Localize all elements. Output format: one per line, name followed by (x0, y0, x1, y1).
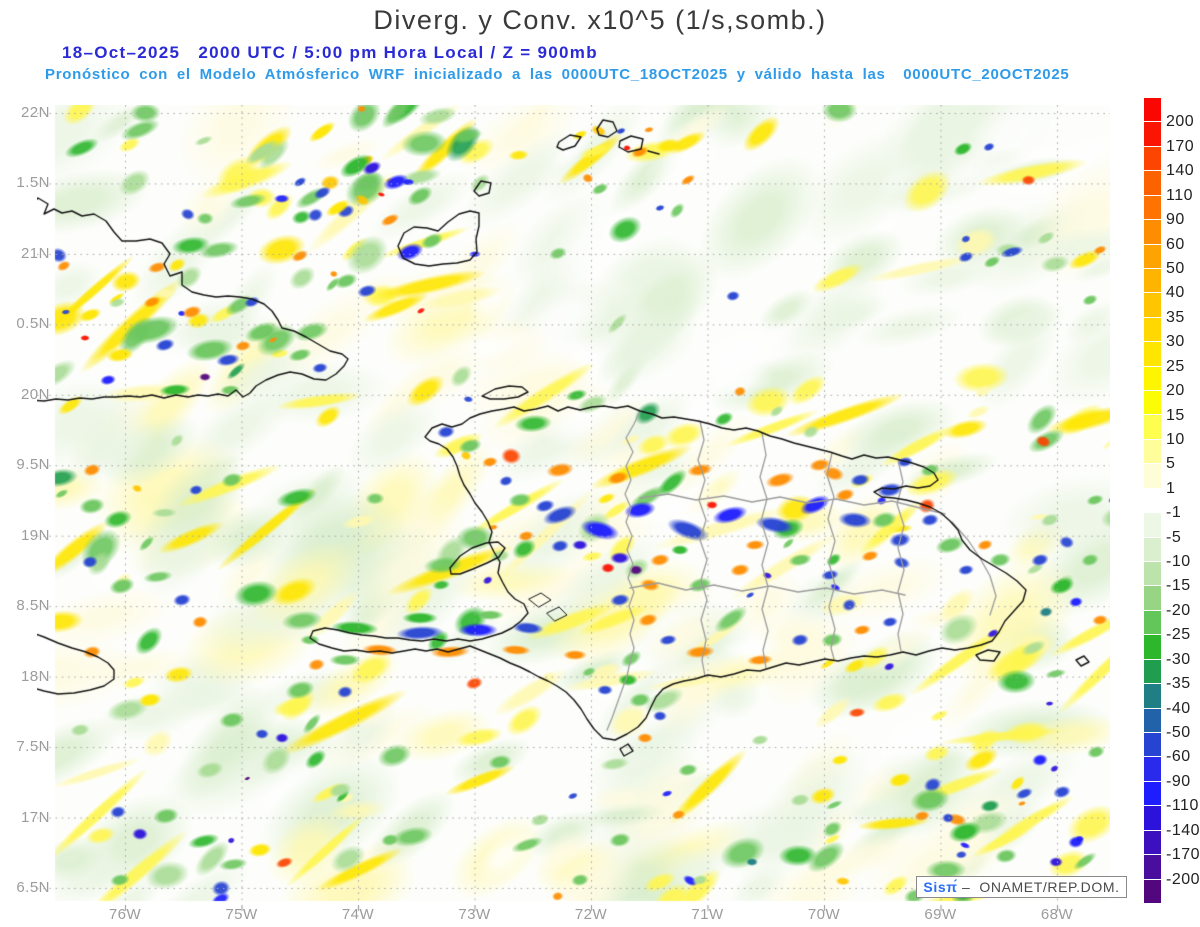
lon-tick-label: 75W (225, 906, 258, 923)
colorbar-tick-label: -60 (1166, 748, 1191, 766)
colorbar-tick-label: -10 (1166, 553, 1191, 571)
colorbar-cell (1144, 122, 1161, 147)
colorbar-cell (1144, 562, 1161, 587)
lat-tick-label: 6.5N (16, 878, 50, 896)
colorbar-cell (1144, 220, 1161, 245)
colorbar-tick-label: -140 (1166, 821, 1200, 839)
lat-tick-label: 8.5N (16, 597, 50, 615)
colorbar-tick-label: 15 (1166, 406, 1185, 424)
lat-tick-label: 20N (20, 385, 50, 403)
lat-tick-label: 0.5N (16, 315, 50, 333)
colorbar (1144, 98, 1161, 904)
colorbar-tick-label: -1 (1166, 504, 1182, 522)
colorbar-cell (1144, 415, 1161, 440)
colorbar-cell (1144, 732, 1161, 758)
colorbar-tick-label: 170 (1166, 137, 1195, 155)
colorbar-tick-label: 30 (1166, 333, 1185, 351)
map-canvas (37, 105, 1110, 915)
colorbar-tick-label: -5 (1166, 528, 1182, 546)
lon-tick-label: 73W (458, 906, 491, 923)
colorbar-cell (1144, 610, 1161, 636)
colorbar-cell (1144, 268, 1161, 294)
model-forecast-line: Pronóstico con el Modelo Atmósferico WRF… (45, 66, 1070, 83)
lon-tick-label: 69W (924, 906, 957, 923)
colorbar-tick-label: -15 (1166, 577, 1191, 595)
colorbar-cell (1144, 806, 1161, 831)
lon-tick-label: 68W (1040, 906, 1074, 923)
page-title: Diverg. y Conv. x10^5 (1/s,somb.) (373, 5, 827, 35)
colorbar-cell (1144, 659, 1161, 685)
colorbar-cell (1144, 537, 1161, 563)
colorbar-tick-label: -90 (1166, 772, 1191, 790)
valid-time-subtitle: 18–Oct–2025 2000 UTC / 5:00 pm Hora Loca… (62, 43, 598, 62)
colorbar-cell (1144, 464, 1161, 489)
colorbar-cell (1144, 317, 1161, 343)
colorbar-tick-label: -170 (1166, 846, 1200, 864)
colorbar-cell (1144, 293, 1161, 318)
colorbar-tick-label: 20 (1166, 382, 1185, 400)
colorbar-tick-label: -200 (1166, 870, 1200, 888)
colorbar-cell (1144, 439, 1161, 465)
colorbar-tick-label: -20 (1166, 601, 1191, 619)
colorbar-tick-label: 1 (1166, 479, 1176, 497)
colorbar-tick-label: -40 (1166, 699, 1191, 717)
lat-tick-label: 1.5N (16, 174, 50, 192)
lat-tick-label: 19N (20, 526, 50, 544)
colorbar-cell (1144, 195, 1161, 221)
colorbar-cell (1144, 708, 1161, 733)
colorbar-tick-label: -50 (1166, 724, 1191, 742)
colorbar-tick-label: -30 (1166, 650, 1191, 668)
colorbar-cell (1144, 635, 1161, 660)
colorbar-cell (1144, 342, 1161, 367)
lat-tick-label: 9.5N (16, 456, 50, 474)
colorbar-cell (1144, 391, 1161, 416)
colorbar-cell (1144, 586, 1161, 611)
colorbar-cell (1144, 879, 1161, 904)
colorbar-tick-label: 90 (1166, 211, 1185, 229)
lat-tick-label: 18N (20, 667, 50, 685)
colorbar-tick-label: 60 (1166, 235, 1185, 253)
colorbar-cell (1144, 781, 1161, 807)
lat-tick-label: 22N (20, 104, 50, 121)
colorbar-tick-label: 10 (1166, 430, 1185, 448)
watermark-brand: Sisπ́ (923, 879, 958, 895)
lon-tick-label: 74W (341, 906, 375, 923)
colorbar-cell (1144, 488, 1161, 514)
colorbar-tick-label: -35 (1166, 675, 1191, 693)
lon-tick-label: 72W (574, 906, 608, 923)
colorbar-cell (1144, 146, 1161, 172)
colorbar-tick-label: 110 (1166, 186, 1194, 204)
colorbar-cell (1144, 757, 1161, 782)
lon-tick-label: 70W (807, 906, 841, 923)
colorbar-tick-label: 25 (1166, 357, 1185, 375)
colorbar-tick-label: 5 (1166, 455, 1176, 473)
lon-tick-label: 76W (108, 906, 142, 923)
lat-tick-label: 17N (20, 808, 50, 826)
colorbar-tick-label: -110 (1166, 797, 1199, 815)
colorbar-cell (1144, 855, 1161, 880)
watermark: Sisπ́ – ONAMET/REP.DOM. (916, 876, 1127, 898)
colorbar-tick-label: 40 (1166, 284, 1185, 302)
colorbar-tick-label: -25 (1166, 626, 1191, 644)
colorbar-cell (1144, 830, 1161, 856)
colorbar-cell (1144, 171, 1161, 196)
colorbar-tick-label: 200 (1166, 113, 1195, 131)
colorbar-cell (1144, 513, 1161, 538)
colorbar-cell (1144, 684, 1161, 709)
colorbar-cell (1144, 98, 1161, 123)
colorbar-tick-label: 50 (1166, 259, 1185, 277)
colorbar-tick-label: 140 (1166, 162, 1195, 180)
lat-tick-label: 7.5N (16, 738, 50, 756)
colorbar-cell (1144, 366, 1161, 392)
colorbar-cell (1144, 244, 1161, 269)
lon-tick-label: 71W (691, 906, 724, 923)
colorbar-tick-label: 35 (1166, 308, 1185, 326)
watermark-text: – ONAMET/REP.DOM. (957, 879, 1120, 895)
lat-tick-label: 21N (20, 244, 50, 262)
